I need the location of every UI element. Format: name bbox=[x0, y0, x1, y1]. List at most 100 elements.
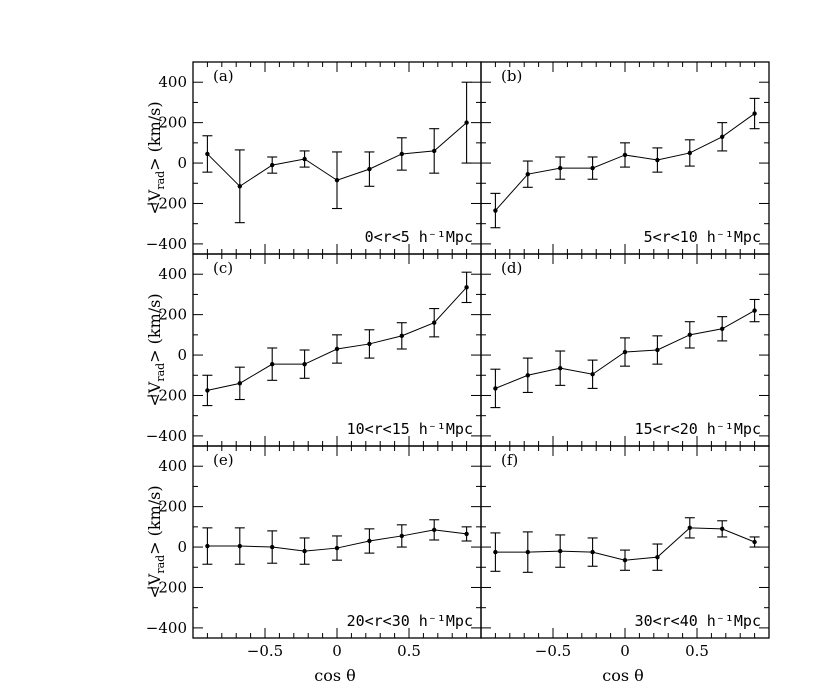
axis-labels: cos θ cos θ bbox=[314, 666, 644, 685]
data-point bbox=[334, 346, 340, 352]
y-tick-label: 0 bbox=[177, 154, 187, 172]
panel-label: (b) bbox=[501, 67, 522, 85]
data-point bbox=[367, 538, 372, 544]
data-point bbox=[270, 361, 275, 367]
x-tick-label: −0.5 bbox=[247, 642, 283, 660]
data-point bbox=[464, 120, 469, 125]
data-point bbox=[270, 162, 275, 168]
data-point bbox=[720, 134, 725, 139]
panel-f: −0.5 0 0.5 (f) 30<r<40 h⁻¹Mpc bbox=[480, 445, 770, 660]
data-point bbox=[464, 285, 469, 290]
y-axis-label-main: <V bbox=[145, 189, 164, 214]
data-point bbox=[720, 526, 725, 532]
y-axis-label-sub: rad bbox=[154, 555, 167, 574]
data-point bbox=[367, 341, 372, 347]
range-label: 0<r<5 h⁻¹Mpc bbox=[365, 228, 473, 246]
panel-e: −400 −200 0 200 400 −0.5 0 0.5 (e) 20<r<30 h⁻¹Mpc… bbox=[145, 445, 482, 660]
data-point bbox=[687, 332, 692, 338]
panel-c: −400 −200 0 200 400 (c) 10<r<15 h⁻¹Mpc <Vrad> (… bbox=[145, 253, 482, 447]
data-point bbox=[655, 554, 660, 560]
range-label: 5<r<10 h⁻¹Mpc bbox=[644, 228, 761, 246]
x-tick-label: −0.5 bbox=[535, 642, 571, 660]
data-point bbox=[432, 320, 437, 325]
data-point bbox=[622, 557, 628, 563]
y-tick-label: 400 bbox=[158, 73, 187, 91]
data-point bbox=[558, 548, 563, 554]
y-axis-label: <Vrad> (km/s) bbox=[145, 293, 167, 406]
y-tick-label: −200 bbox=[146, 386, 187, 404]
data-point bbox=[367, 166, 372, 172]
panel-label: (a) bbox=[213, 67, 234, 85]
range-label: 10<r<15 h⁻¹Mpc bbox=[347, 420, 473, 438]
panel-b: (b) 5<r<10 h⁻¹Mpc bbox=[480, 61, 770, 255]
x-tick-label: 0.5 bbox=[397, 642, 421, 660]
data-point bbox=[622, 349, 628, 355]
data-point bbox=[399, 151, 404, 157]
y-tick-label: −400 bbox=[146, 619, 187, 637]
y-tick-label: 400 bbox=[158, 457, 187, 475]
data-point bbox=[493, 549, 498, 555]
data-point bbox=[558, 165, 563, 171]
data-point bbox=[432, 148, 437, 154]
data-point bbox=[237, 184, 242, 189]
y-tick-label: 200 bbox=[158, 114, 187, 132]
y-tick-label: 400 bbox=[158, 265, 187, 283]
y-axis-label-rest: > (km/s) bbox=[145, 485, 164, 554]
data-point bbox=[687, 150, 692, 156]
y-tick-label: −400 bbox=[146, 427, 187, 445]
y-tick-label: −400 bbox=[146, 235, 187, 253]
data-point bbox=[622, 152, 628, 158]
data-point bbox=[205, 388, 210, 393]
data-point bbox=[752, 111, 757, 116]
x-tick-label: 0 bbox=[620, 642, 630, 660]
y-axis-label-main: <V bbox=[145, 381, 164, 406]
range-label: 20<r<30 h⁻¹Mpc bbox=[347, 612, 473, 630]
range-label: 30<r<40 h⁻¹Mpc bbox=[635, 612, 761, 630]
data-point bbox=[493, 386, 498, 391]
data-point bbox=[205, 151, 210, 157]
panel-a: −400 −200 0 200 400 (a) 0<r<5 h⁻¹Mpc <Vrad> (km… bbox=[145, 61, 482, 255]
data-point bbox=[270, 544, 275, 550]
data-point bbox=[237, 381, 242, 386]
data-point bbox=[302, 361, 307, 367]
x-axis-label-right: cos θ bbox=[602, 666, 644, 685]
panel-label: (f) bbox=[501, 451, 518, 469]
data-point bbox=[525, 171, 530, 177]
range-label: 15<r<20 h⁻¹Mpc bbox=[635, 420, 761, 438]
data-point bbox=[752, 308, 757, 313]
y-tick-label: −200 bbox=[146, 194, 187, 212]
y-tick-label: −200 bbox=[146, 578, 187, 596]
data-point bbox=[302, 156, 307, 162]
panel-label: (c) bbox=[213, 259, 233, 277]
panel-d: (d) 15<r<20 h⁻¹Mpc bbox=[480, 253, 770, 447]
y-tick-label: 200 bbox=[158, 498, 187, 516]
data-point bbox=[590, 372, 595, 377]
data-point bbox=[334, 178, 340, 183]
data-point bbox=[525, 373, 530, 378]
panel-label: (d) bbox=[501, 259, 522, 277]
data-point bbox=[687, 525, 692, 531]
data-point bbox=[590, 549, 595, 555]
x-axis-label-left: cos θ bbox=[314, 666, 356, 685]
y-axis-label-sub: rad bbox=[154, 171, 167, 190]
x-tick-label: 0.5 bbox=[685, 642, 709, 660]
data-point bbox=[655, 347, 660, 353]
data-point bbox=[525, 549, 530, 555]
data-point bbox=[302, 548, 307, 554]
x-tick-label: 0 bbox=[332, 642, 342, 660]
y-axis-label: <Vrad> (km/s) bbox=[145, 101, 167, 214]
data-point bbox=[493, 208, 498, 213]
data-point bbox=[334, 545, 340, 551]
y-tick-label: 200 bbox=[158, 306, 187, 324]
y-axis-label-rest: > (km/s) bbox=[145, 101, 164, 170]
data-point bbox=[558, 365, 563, 371]
data-point bbox=[464, 531, 469, 537]
data-point bbox=[590, 165, 595, 171]
y-axis-label-rest: > (km/s) bbox=[145, 293, 164, 362]
y-axis-label: <Vrad> (km/s) bbox=[145, 485, 167, 598]
panel-frame bbox=[480, 445, 770, 639]
y-axis-label-main: <V bbox=[145, 573, 164, 598]
data-point bbox=[205, 543, 210, 549]
